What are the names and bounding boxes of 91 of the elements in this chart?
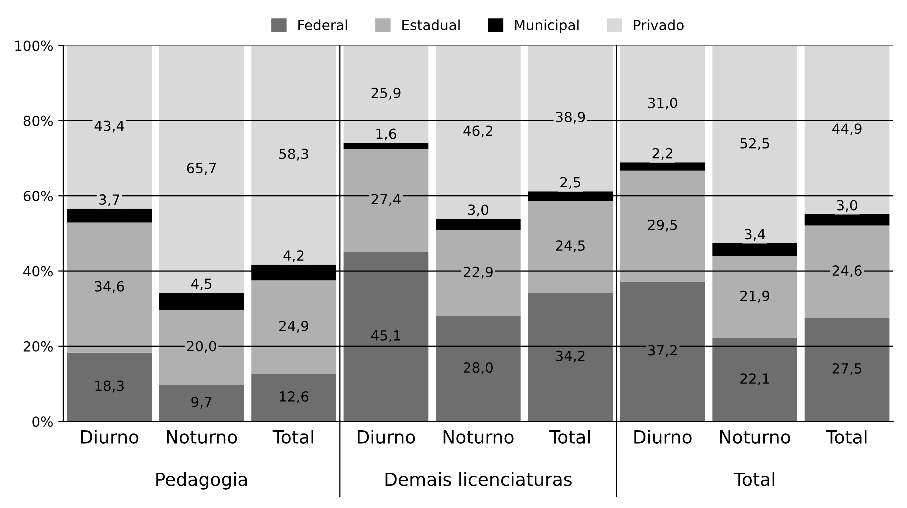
- x-tick-label: Noturno: [167, 430, 238, 444]
- x-tick-label: Total: [550, 430, 590, 444]
- data-label: 43,4: [94, 120, 124, 133]
- x-tick-label: Total: [826, 430, 867, 444]
- y-tick-label: 40%: [24, 266, 53, 277]
- data-label: 31,0: [648, 98, 678, 110]
- bar: [344, 143, 429, 150]
- data-label: 24,5: [556, 240, 585, 252]
- bar: [344, 46, 429, 144]
- data-label: 21,9: [740, 290, 770, 303]
- data-label: 25,9: [372, 88, 401, 100]
- data-label: 37,2: [648, 345, 677, 358]
- bar: [712, 243, 798, 256]
- data-label: 65,7: [187, 163, 216, 176]
- data-label: 38,9: [556, 112, 586, 124]
- data-label: 24,6: [832, 266, 862, 278]
- text: Total: [734, 472, 774, 486]
- data-label: 22,1: [740, 374, 770, 386]
- data-label: 34,2: [556, 350, 585, 363]
- bar: [344, 252, 429, 422]
- data-label: 46,2: [464, 126, 493, 138]
- data-label: 9,7: [192, 396, 212, 409]
- data-label: 27,5: [832, 363, 862, 376]
- y-tick-label: 80%: [24, 116, 53, 126]
- bar: [159, 310, 244, 386]
- bar: [712, 256, 798, 339]
- bar: [67, 222, 152, 353]
- bar: [528, 46, 614, 192]
- bar: [252, 46, 336, 265]
- bar: [804, 214, 890, 226]
- data-label: 20,0: [187, 341, 216, 354]
- data-label: 3,4: [745, 229, 766, 242]
- data-label: 3,0: [837, 200, 858, 212]
- data-label: 27,4: [372, 194, 401, 206]
- bar: [620, 282, 706, 422]
- bar: [712, 46, 798, 244]
- data-label: 1,6: [376, 128, 396, 141]
- x-tick-label: Diurno: [81, 430, 139, 444]
- data-label: 2,2: [652, 148, 673, 160]
- data-label: 44,9: [832, 124, 862, 136]
- bar: [620, 162, 706, 171]
- data-label: 24,9: [280, 320, 309, 333]
- legend-label: Estadual: [402, 20, 460, 31]
- bar: [804, 46, 890, 215]
- data-label: 18,3: [96, 380, 124, 393]
- bar: [436, 316, 521, 422]
- bar: [436, 230, 521, 316]
- bar: [159, 46, 244, 294]
- data-label: 4,2: [284, 250, 304, 262]
- bar: [620, 170, 706, 282]
- y-tick-label: 100%: [16, 40, 53, 52]
- bar: [252, 280, 336, 374]
- bar: [528, 293, 614, 422]
- data-label: 3,7: [100, 194, 120, 206]
- data-label: 52,5: [740, 138, 770, 150]
- bar: [436, 46, 521, 220]
- data-label: 45,1: [371, 330, 400, 342]
- legend-label: Privado: [634, 20, 684, 31]
- bar: [159, 385, 244, 422]
- x-tick-label: Total: [272, 430, 314, 444]
- data-label: 28,0: [464, 362, 493, 374]
- bar: [804, 318, 890, 422]
- bar: [804, 226, 890, 318]
- x-tick-label: Diurno: [358, 430, 416, 444]
- data-label: 29,5: [648, 220, 678, 232]
- data-label: 4,5: [191, 278, 212, 291]
- data-label: 3,0: [468, 204, 489, 217]
- data-label: 2,5: [560, 177, 580, 190]
- bar: [436, 219, 521, 230]
- y-tick-label: 20%: [24, 341, 53, 352]
- bar: [712, 338, 798, 422]
- legend-label: Municipal: [515, 20, 579, 34]
- bar: [620, 46, 706, 163]
- bar: [159, 293, 244, 310]
- data-label: 58,3: [280, 148, 308, 161]
- data-label: 22,9: [464, 266, 493, 279]
- bar: [67, 208, 152, 223]
- bar: [344, 149, 429, 252]
- legend-label: Federal: [298, 20, 348, 31]
- data-label: 34,6: [95, 281, 124, 294]
- text: Pedagogia: [156, 472, 248, 490]
- x-tick-label: Noturno: [444, 430, 514, 444]
- bar: [528, 200, 614, 294]
- x-tick-label: Diurno: [634, 430, 692, 444]
- x-tick-label: Noturno: [720, 430, 790, 444]
- y-tick-label: 0%: [32, 416, 53, 428]
- bar: [67, 46, 152, 209]
- text: Demais licenciaturas: [386, 472, 572, 486]
- bar: [67, 352, 152, 422]
- y-tick-label: 60%: [24, 191, 53, 202]
- data-label: 12,6: [280, 391, 309, 404]
